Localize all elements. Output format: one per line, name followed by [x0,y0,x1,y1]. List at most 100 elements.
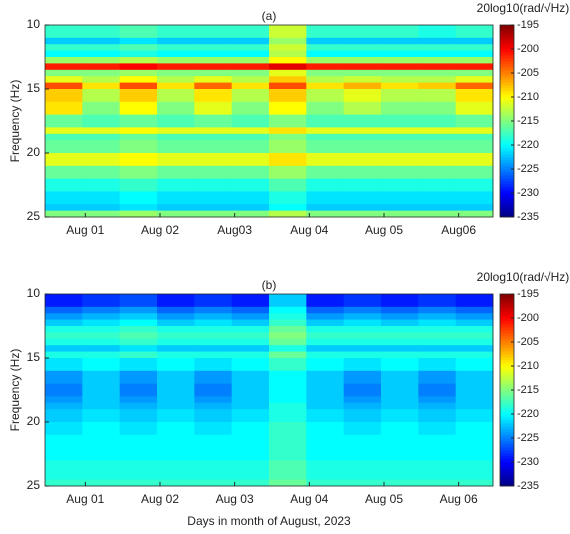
heatmap-cell [119,338,158,346]
heatmap-cell [194,57,233,64]
heatmap-cell [343,447,382,461]
heatmap-cell [45,37,83,45]
heatmap-cell [418,409,457,423]
heatmap-cell [269,178,307,192]
colorbar-swatch [500,426,514,430]
heatmap-cell [343,165,382,179]
heatmap-cell [269,191,307,205]
heatmap-cell [194,191,233,205]
heatmap-cell [82,153,121,167]
colorbar-swatch [500,468,514,472]
heatmap-cell [194,422,233,436]
colorbar-swatch [500,441,514,445]
heatmap-cell [455,114,494,128]
heatmap-cell [269,69,307,77]
heatmap-cell [306,57,345,64]
panel-title: (b) [262,278,277,292]
heatmap-cell [119,332,158,340]
colorbar-swatch [500,411,514,415]
heatmap-cell [306,479,345,487]
heatmap-cell [82,479,121,487]
heatmap-cell [306,178,345,192]
colorbar-swatch [500,456,514,460]
heatmap-cell [306,358,345,372]
heatmap-cell [343,44,382,51]
heatmap-cell [194,127,233,135]
colorbar-swatch [500,438,514,442]
heatmap-cell [306,89,345,103]
heatmap-cell [381,370,419,384]
heatmap-cell [306,127,345,135]
heatmap-cell [306,422,345,436]
heatmap-cell [82,473,121,480]
heatmap-cell [418,479,457,487]
heatmap-cell [194,338,233,346]
y-axis-label: Frequency (Hz) [8,80,22,163]
colorbar-swatch [500,139,514,143]
colorbar-swatch [500,345,514,349]
colorbar-tick-label: -230 [517,187,539,199]
heatmap-cell [82,422,121,436]
heatmap-cell [455,63,494,71]
heatmap-cell [455,479,494,487]
y-tick-label: 10 [27,17,41,31]
heatmap-cell [381,409,419,423]
heatmap-cell [45,76,83,83]
heatmap-cell [157,191,195,205]
colorbar-swatch [500,315,514,319]
heatmap-cell [231,319,270,327]
heatmap-cell [194,50,233,58]
heatmap-cell [45,306,83,314]
heatmap-cell [119,25,158,39]
heatmap-cell [381,89,419,103]
heatmap-cell [82,140,121,154]
heatmap-cell [157,402,195,410]
heatmap-cell [231,69,270,77]
heatmap-cell [157,153,195,167]
heatmap-cell [231,101,270,115]
colorbar-swatch [500,43,514,47]
heatmap-cell [82,447,121,461]
heatmap-cell [455,338,494,346]
heatmap-cell [45,101,83,115]
heatmap-cell [418,69,457,77]
colorbar-swatch [500,61,514,65]
heatmap-cell [418,319,457,327]
heatmap-cell [269,210,307,218]
heatmap-cell [306,204,345,211]
heatmap-cell [231,326,270,333]
heatmap-cell [119,345,158,352]
heatmap-cell [455,101,494,115]
heatmap-cell [194,460,233,474]
heatmap-cell [119,473,158,480]
heatmap-cell [269,37,307,45]
heatmap-cell [455,460,494,474]
colorbar-swatch [500,52,514,56]
heatmap-cell [45,140,83,154]
heatmap-cell [45,63,83,71]
x-tick-label: Aug 06 [440,492,478,506]
heatmap-cell [381,479,419,487]
heatmap-cell [119,127,158,135]
heatmap-cell [343,140,382,154]
heatmap-cell [455,76,494,83]
heatmap-cell [45,319,83,327]
heatmap-cell [231,422,270,436]
heatmap-cell [306,50,345,58]
colorbar-swatch [500,372,514,376]
heatmap-cell [157,63,195,71]
heatmap-cell [269,351,307,359]
heatmap-cell [82,69,121,77]
heatmap-cell [343,63,382,71]
heatmap-cell [157,101,195,115]
heatmap-cell [45,434,83,448]
colorbar-swatch [500,112,514,116]
heatmap-cell [343,25,382,39]
colorbar-tick-label: -195 [517,19,539,31]
heatmap-cell [381,82,419,90]
heatmap-cell [381,383,419,397]
heatmap-cell [455,332,494,340]
heatmap-cell [418,133,457,141]
heatmap-cell [157,69,195,77]
heatmap-cell [157,447,195,461]
